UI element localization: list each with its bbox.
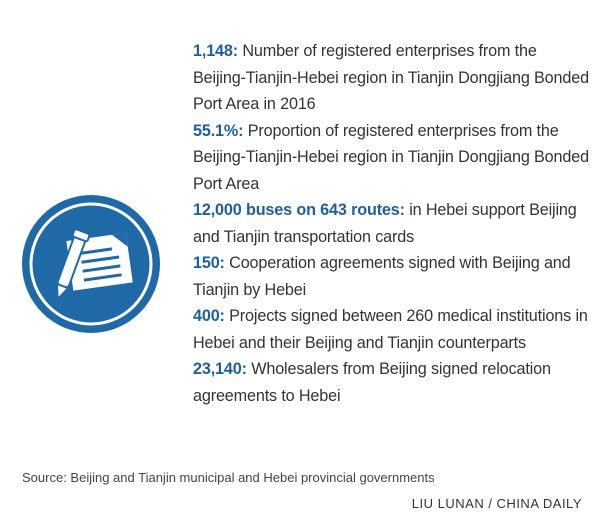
fact-text: Wholesalers from Beijing signed relocati… <box>193 360 551 405</box>
fact-text: Cooperation agreements signed with Beiji… <box>193 254 571 299</box>
fact-item: 12,000 buses on 643 routes: in Hebei sup… <box>193 197 593 250</box>
fact-item: 55.1%: Proportion of registered enterpri… <box>193 118 593 198</box>
fact-text: Proportion of registered enterprises fro… <box>193 121 589 193</box>
fact-text: in Hebei support Beijing and Tianjin tra… <box>193 201 577 246</box>
fact-item: 23,140: Wholesalers from Beijing signed … <box>193 356 593 409</box>
fact-item: 150: Cooperation agreements signed with … <box>193 250 593 303</box>
fact-number: 12,000 buses on 643 routes: <box>193 201 405 219</box>
fact-text: Projects signed between 260 medical inst… <box>193 307 588 352</box>
fact-number: 150: <box>193 254 225 272</box>
fact-number: 400: <box>193 307 225 325</box>
fact-item: 400: Projects signed between 260 medical… <box>193 303 593 356</box>
credit-line: LIU LUNAN / CHINA DAILY <box>411 496 582 511</box>
contract-pen-icon <box>20 193 162 335</box>
fact-number: 23,140: <box>193 360 247 378</box>
source-note: Source: Beijing and Tianjin municipal an… <box>22 470 435 485</box>
fact-number: 55.1%: <box>193 121 244 140</box>
facts-list: 1,148: Number of registered enterprises … <box>193 38 593 409</box>
fact-number: 1,148: <box>193 42 238 60</box>
fact-text: Number of registered enterprises from th… <box>193 42 589 113</box>
fact-item: 1,148: Number of registered enterprises … <box>193 38 593 118</box>
